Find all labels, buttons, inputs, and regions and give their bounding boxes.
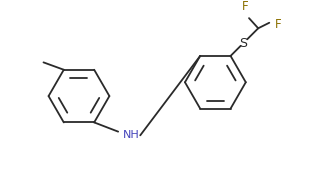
Text: F: F: [275, 18, 281, 31]
Text: S: S: [240, 36, 248, 49]
Text: NH: NH: [123, 130, 139, 140]
Text: F: F: [242, 0, 249, 13]
